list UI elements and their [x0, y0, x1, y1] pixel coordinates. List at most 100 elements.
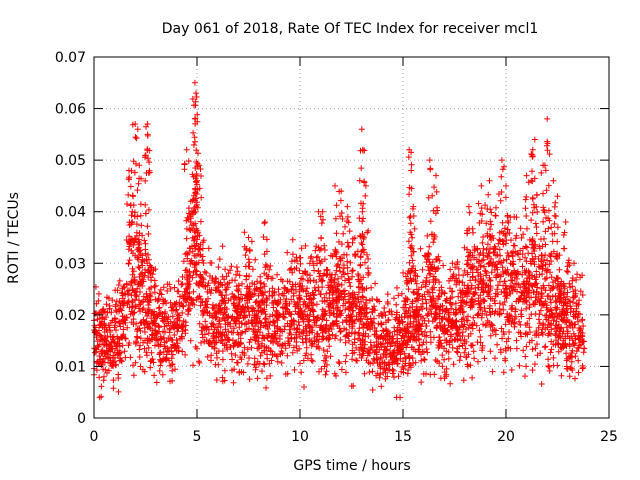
data-point [557, 334, 564, 341]
data-point [520, 298, 526, 305]
data-point [327, 276, 334, 283]
data-point [183, 235, 190, 242]
data-point [546, 151, 553, 158]
data-point [357, 233, 364, 240]
data-point [142, 240, 149, 247]
data-point [306, 329, 313, 336]
data-point [148, 331, 155, 338]
data-point [356, 177, 363, 184]
data-point [121, 316, 128, 323]
data-point [216, 320, 223, 327]
data-point [423, 370, 429, 377]
data-point [521, 288, 528, 295]
data-point [464, 285, 470, 292]
data-point [430, 273, 437, 280]
data-point [552, 332, 559, 339]
data-point [437, 337, 443, 344]
data-point [468, 282, 475, 289]
data-point [480, 234, 487, 240]
data-point [143, 349, 150, 356]
data-point [269, 352, 276, 358]
data-point [211, 280, 218, 286]
data-point [350, 300, 356, 307]
data-point [196, 185, 203, 192]
data-point [380, 369, 387, 376]
data-point [139, 270, 145, 276]
data-point [504, 226, 511, 233]
data-point [357, 261, 364, 268]
data-point [192, 261, 199, 268]
data-point [197, 252, 204, 259]
data-point [193, 90, 199, 97]
y-tick-label: 0 [77, 411, 86, 427]
data-point [363, 285, 370, 292]
data-point [540, 190, 546, 197]
data-point [520, 231, 527, 238]
data-point [502, 321, 509, 328]
data-point [532, 332, 538, 339]
data-point [463, 338, 470, 345]
data-point [326, 307, 333, 314]
data-point [148, 349, 155, 356]
data-point [365, 349, 372, 356]
data-point [479, 211, 486, 218]
data-point [355, 309, 362, 316]
data-point [392, 342, 398, 349]
data-point [554, 362, 561, 369]
data-point [230, 325, 237, 332]
x-tick-label: 0 [90, 429, 99, 445]
data-point [334, 283, 341, 290]
data-point [387, 353, 394, 360]
data-point [459, 329, 466, 336]
data-point [546, 308, 553, 315]
data-point [249, 308, 256, 315]
data-point [464, 246, 471, 253]
data-point [343, 251, 350, 258]
data-point [310, 262, 317, 269]
data-point [255, 303, 262, 310]
data-point [503, 182, 509, 189]
data-point [540, 322, 547, 329]
data-point [487, 233, 494, 240]
data-point [531, 261, 538, 268]
data-point [137, 289, 143, 295]
data-point [377, 354, 384, 361]
data-point [450, 361, 457, 368]
data-point [119, 300, 126, 307]
data-point [357, 306, 364, 313]
data-point [333, 298, 340, 305]
y-tick-label: 0.03 [55, 256, 86, 272]
data-point [378, 383, 385, 390]
data-point [340, 262, 347, 269]
data-point [304, 277, 311, 284]
data-point [503, 292, 510, 299]
data-point [198, 173, 204, 179]
data-point [253, 298, 260, 305]
data-point [525, 272, 532, 278]
data-point [163, 351, 170, 358]
data-point [533, 224, 540, 231]
data-point [559, 317, 566, 324]
data-point [393, 394, 400, 401]
data-point [478, 314, 485, 321]
data-point [327, 353, 334, 360]
data-point [425, 250, 432, 257]
data-point [523, 343, 530, 350]
data-point [297, 305, 304, 312]
data-point [324, 266, 331, 273]
data-point [367, 315, 374, 322]
data-point [405, 154, 412, 161]
data-point [146, 286, 153, 292]
data-point [548, 346, 555, 353]
data-point [298, 369, 305, 376]
data-point [109, 297, 116, 304]
data-point [105, 347, 112, 354]
data-point [494, 341, 501, 348]
data-point [251, 312, 258, 319]
data-point [384, 347, 390, 354]
data-point [137, 212, 144, 219]
data-point [460, 308, 467, 315]
data-point [124, 324, 131, 331]
data-point [264, 263, 271, 270]
data-point [300, 276, 306, 283]
